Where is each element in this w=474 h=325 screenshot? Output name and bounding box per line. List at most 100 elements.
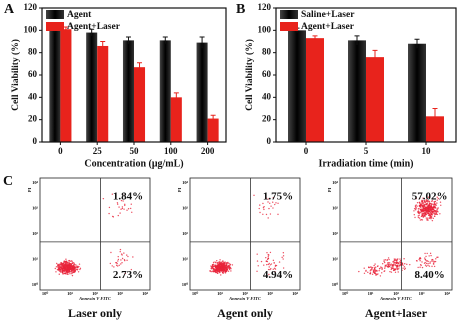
event-dot (210, 270, 212, 273)
event-dot (59, 271, 62, 273)
event-dot (58, 268, 60, 271)
lower-right-percent: 2.73% (113, 269, 143, 281)
event-dot (433, 265, 436, 268)
event-dot (210, 268, 213, 270)
event-dot (71, 270, 73, 272)
event-dot (388, 265, 391, 268)
event-dot (396, 262, 398, 265)
event-dot (121, 206, 124, 208)
event-dot (368, 266, 370, 269)
event-dot (72, 262, 74, 264)
event-dot (120, 208, 122, 210)
event-dot (212, 267, 214, 270)
event-dot (68, 262, 70, 264)
event-dot (77, 271, 80, 273)
event-dot (120, 253, 123, 255)
bar (288, 30, 306, 142)
event-dot (272, 201, 274, 203)
event-dot (416, 202, 419, 204)
event-dot (383, 261, 386, 264)
event-dot (257, 265, 259, 267)
event-dot (434, 200, 437, 203)
event-dot (63, 267, 65, 269)
event-dot (281, 256, 283, 259)
event-dot (226, 264, 228, 267)
event-dot (421, 208, 424, 210)
event-dot (381, 268, 383, 271)
event-dot (267, 253, 269, 256)
event-dot (398, 266, 400, 268)
event-dot (78, 263, 81, 265)
event-dot (384, 264, 386, 266)
event-dot (414, 205, 417, 207)
y-tick-label: 20 (28, 114, 38, 124)
event-dot (219, 261, 222, 263)
event-dot (420, 206, 422, 208)
event-dot (229, 264, 232, 266)
event-dot (222, 266, 224, 268)
event-dot (225, 265, 227, 268)
event-dot (417, 266, 419, 269)
event-dot (439, 201, 442, 203)
event-dot (67, 264, 69, 266)
event-dot (268, 273, 270, 276)
event-dot (265, 256, 267, 259)
event-dot (429, 262, 431, 265)
event-dot (394, 271, 397, 274)
event-dot (374, 268, 376, 270)
event-dot (74, 266, 76, 268)
legend-label: Agent+Laser (67, 22, 121, 32)
event-dot (436, 208, 438, 211)
event-dot (427, 204, 429, 206)
y-tick-label: 10¹ (332, 257, 339, 262)
event-dot (102, 197, 105, 200)
event-dot (379, 275, 382, 277)
event-dot (110, 251, 112, 254)
event-dot (426, 260, 428, 262)
event-dot (436, 213, 439, 216)
event-dot (216, 272, 219, 274)
event-dot (367, 271, 369, 274)
event-dot (76, 265, 79, 267)
upper-right-percent: 1.84% (113, 191, 143, 203)
event-dot (263, 264, 265, 266)
event-dot (66, 269, 69, 272)
event-dot (270, 205, 272, 207)
event-dot (375, 272, 377, 275)
y-tick-label: 10³ (32, 206, 39, 211)
event-dot (374, 269, 377, 272)
event-dot (268, 207, 270, 210)
event-dot (424, 200, 426, 203)
event-dot (59, 265, 61, 268)
event-dot (415, 208, 417, 210)
event-dot (108, 206, 111, 209)
event-dot (263, 205, 265, 208)
event-dot (216, 260, 218, 262)
event-dot (427, 264, 429, 267)
x-tick-label: 10² (242, 291, 249, 296)
event-dot (62, 265, 64, 267)
event-dot (384, 267, 386, 269)
plot-frame (39, 177, 151, 291)
event-dot (422, 203, 424, 205)
event-dot (62, 271, 64, 274)
lower-right-percent: 4.94% (263, 269, 293, 281)
event-dot (373, 272, 376, 275)
event-dot (386, 259, 389, 261)
event-dot (56, 269, 59, 271)
event-dot (433, 211, 435, 214)
event-dot (117, 265, 119, 267)
event-dot (216, 271, 218, 273)
y-tick-label: 120 (258, 2, 272, 12)
event-dot (71, 274, 74, 277)
event-dot (119, 212, 121, 214)
event-dot (406, 263, 408, 266)
event-dot (75, 264, 77, 266)
event-dot (416, 260, 418, 262)
event-dot (61, 270, 64, 272)
legend-label: Agent+Laser (301, 22, 355, 32)
event-dot (409, 263, 411, 266)
event-dot (69, 260, 72, 262)
event-dot (435, 212, 437, 214)
event-dot (424, 261, 426, 264)
